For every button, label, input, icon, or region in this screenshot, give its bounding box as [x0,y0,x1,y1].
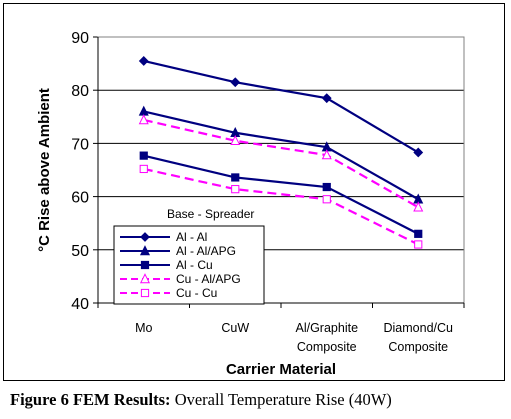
y-tick-label: 50 [71,243,89,260]
data-point [231,185,240,194]
y-tick-label: 90 [71,30,89,47]
x-tick-label: Composite [297,340,357,354]
data-point [230,134,241,145]
x-tick-label: CuW [221,321,249,335]
line-chart: 40 50 60 70 80 90 Mo CuW Al/Graphite Composite Dia… [36,30,465,378]
legend-title: Base - Spreader [167,207,254,221]
x-tick-label: Composite [388,340,448,354]
legend-label: Al - Al [176,230,207,244]
legend-marker [139,273,151,284]
data-point [139,151,148,160]
series-line [143,154,419,235]
data-point [231,173,240,182]
data-point [413,147,424,158]
caption-label: Figure 6 FEM Results: [10,390,171,409]
series-line [143,110,419,201]
legend-marker [139,245,151,256]
legend-label: Al - Al/APG [176,244,236,258]
data-point [322,182,331,192]
series-line [143,167,419,246]
legend-marker [140,232,150,242]
data-point [321,93,332,104]
y-tick-label: 40 [71,296,89,313]
y-tick-label: 80 [71,83,89,100]
caption-text: Overall Temperature Rise (40W) [174,390,392,409]
data-point [230,77,241,88]
legend-label: Al - Cu [176,258,213,272]
y-tick-label: 60 [71,190,89,207]
data-point [413,201,424,212]
figure-caption: Figure 6 FEM Results: Overall Temperatur… [10,390,505,410]
y-axis-title: °C Rise above Ambient [36,88,53,252]
data-point [414,240,423,249]
data-point [139,164,148,174]
x-tick-label: Al/Graphite [295,321,358,335]
data-point [138,114,149,125]
x-tick-label: Mo [135,321,152,335]
legend-marker [140,288,150,298]
data-point [321,149,332,160]
data-point [138,105,149,116]
series-line [143,118,419,209]
y-tick-label: 70 [71,136,89,153]
legend-label: Cu - Cu [176,286,217,300]
x-axis-title: Carrier Material [226,361,336,378]
chart-frame: 40 50 60 70 80 90 Mo CuW Al/Graphite Composite Dia… [3,3,505,381]
series-line [143,59,419,154]
legend-label: Cu - Al/APG [176,272,241,286]
data-point [414,229,423,238]
legend-marker [140,260,150,270]
data-point [138,56,149,66]
x-tick-label: Diamond/Cu [384,321,454,335]
data-point [322,195,331,204]
